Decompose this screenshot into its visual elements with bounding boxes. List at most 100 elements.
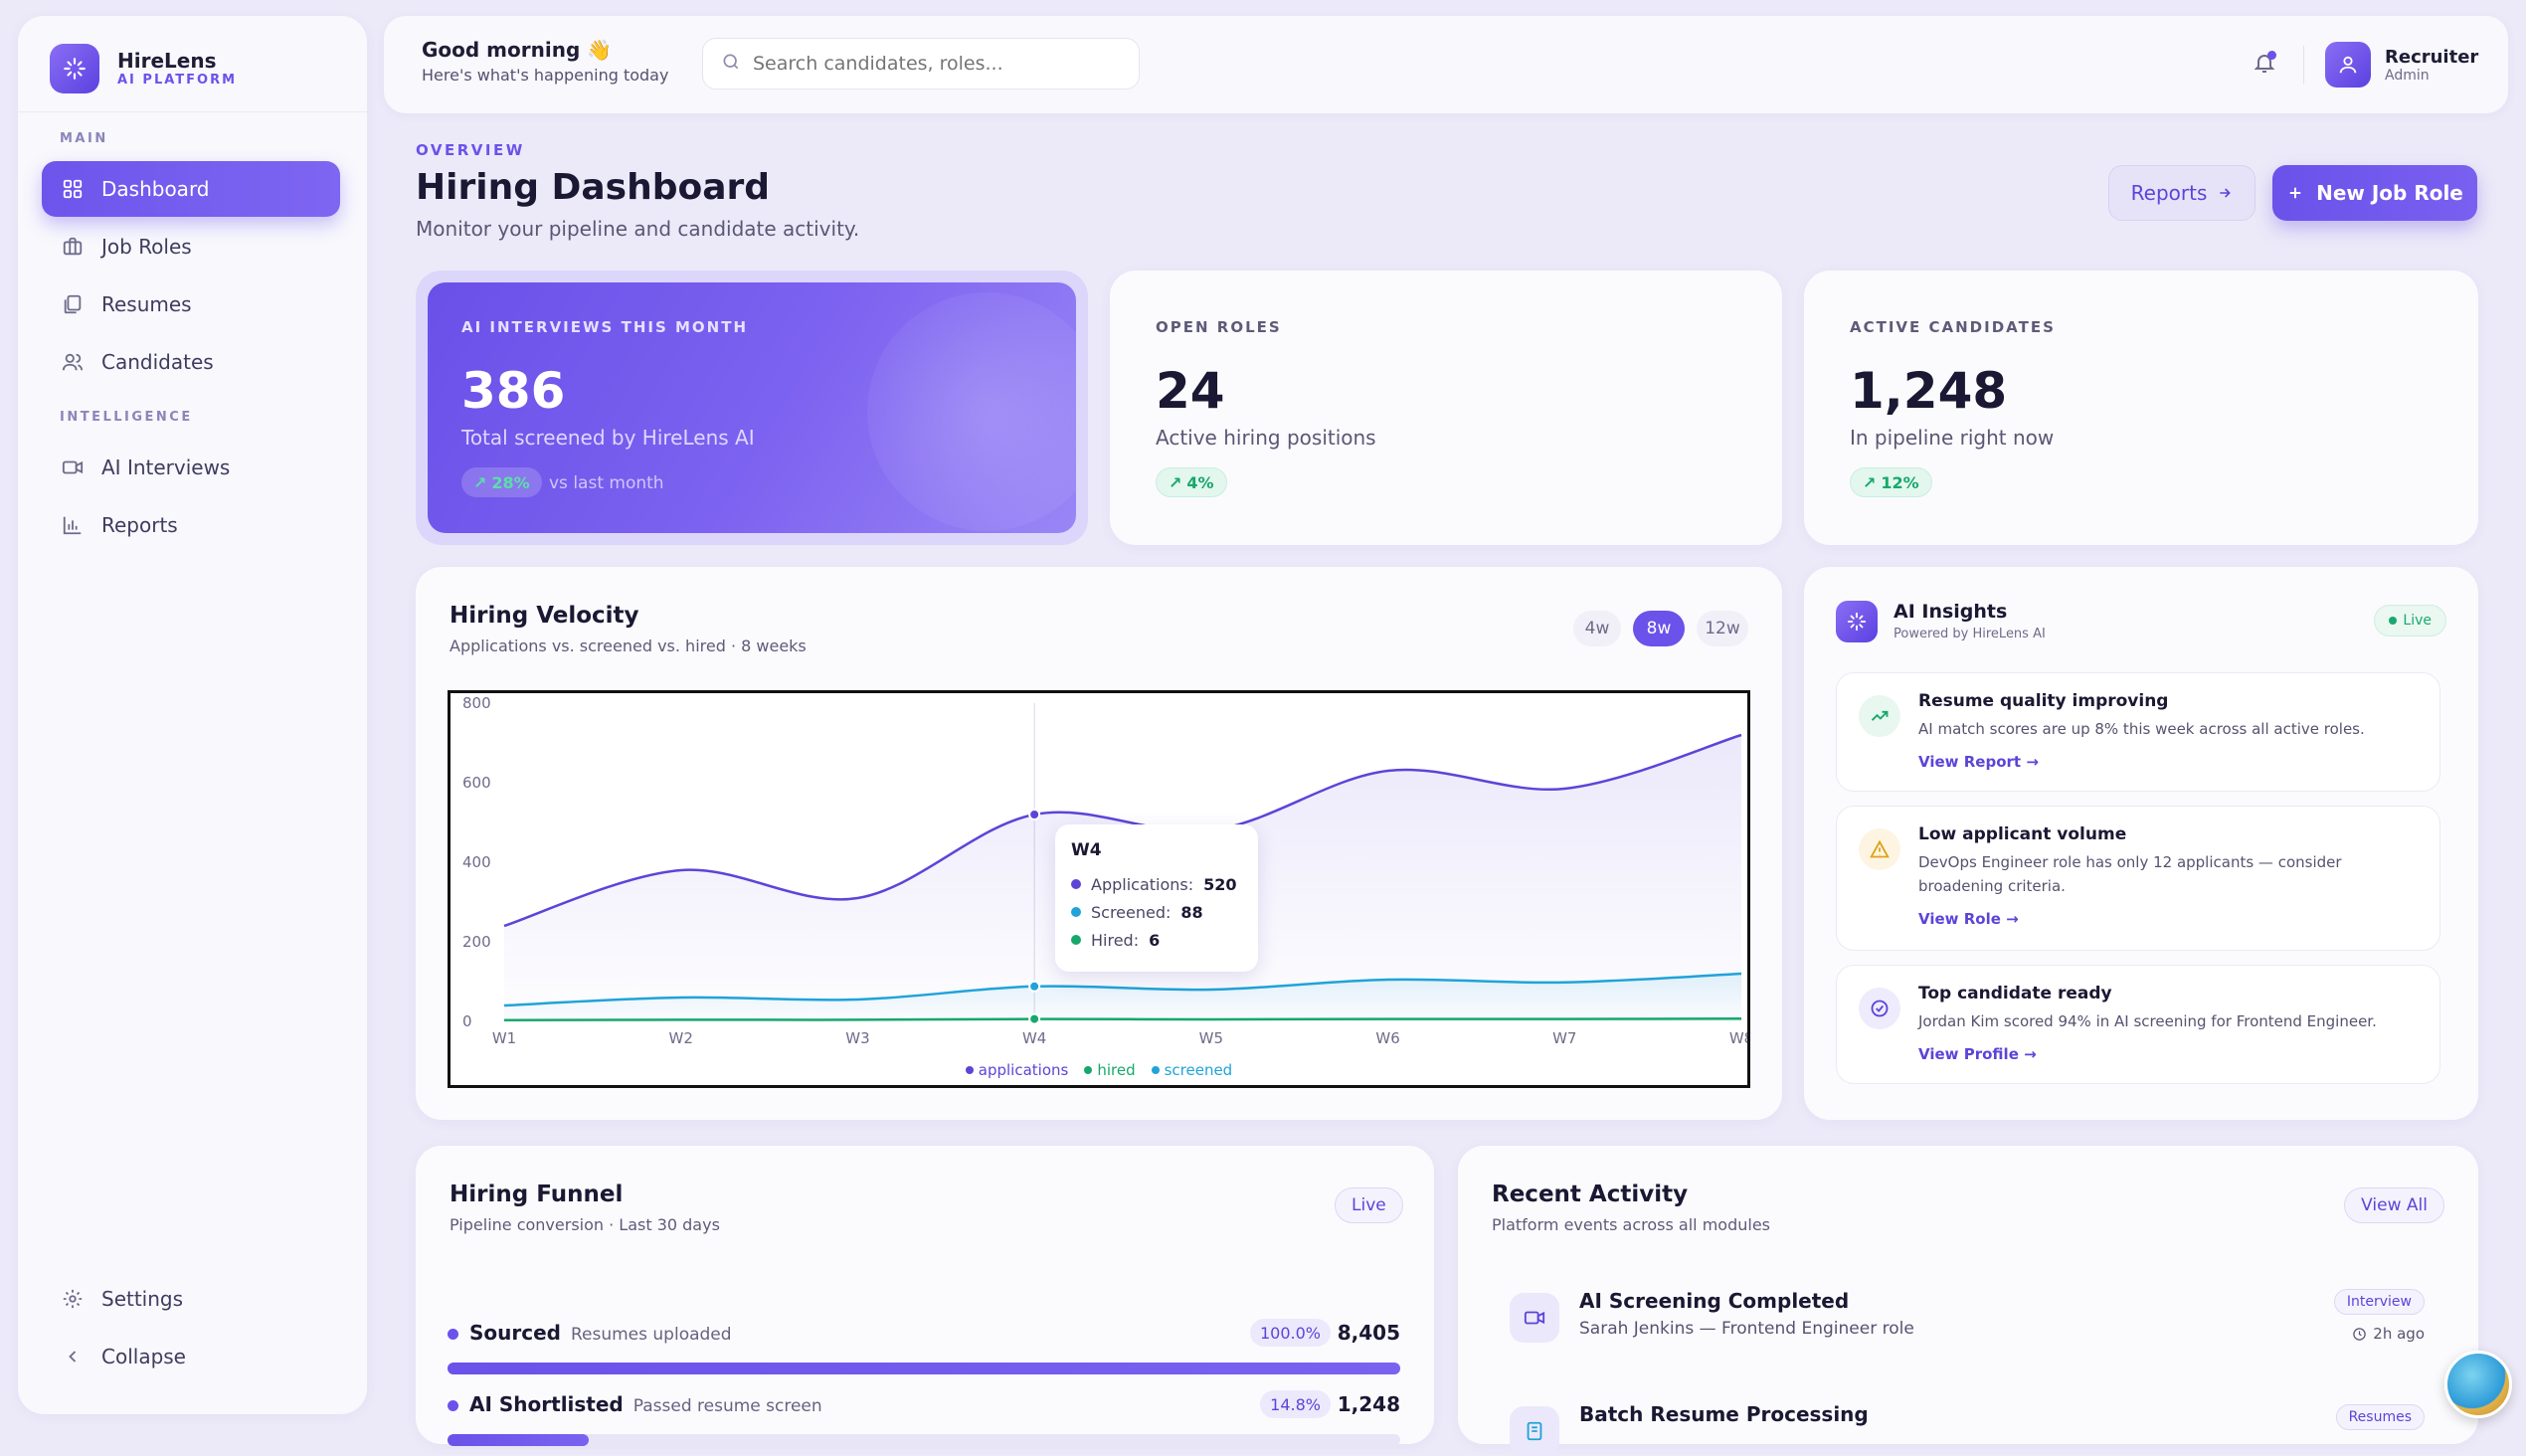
status-dot	[448, 1400, 458, 1411]
sidebar-item-ai-interviews[interactable]: AI Interviews	[42, 440, 340, 495]
user-role: Admin	[2385, 67, 2430, 84]
series-line-applications	[503, 733, 1742, 928]
insight-link-label: View Report	[1918, 753, 2022, 771]
activity-time: 2h ago	[2352, 1325, 2425, 1343]
stat-card-open-roles: OPEN ROLES 24 Active hiring positions ↗ 4…	[1110, 271, 1782, 545]
sparkle-icon	[1836, 601, 1878, 642]
sidebar-item-reports[interactable]: Reports	[42, 497, 340, 553]
hiring-funnel-card: Hiring Funnel Pipeline conversion · Last…	[416, 1146, 1434, 1446]
funnel-percent: 100.0%	[1249, 1319, 1331, 1347]
stat-subtitle: In pipeline right now	[1850, 426, 2055, 450]
chart-legend: applications hired screened	[451, 1061, 1747, 1079]
range-12w-button[interactable]: 12w	[1697, 611, 1748, 646]
arrow-right-icon: →	[2026, 753, 2039, 771]
tooltip-hired-label: Hired:	[1091, 930, 1140, 950]
sidebar-item-label: Collapse	[101, 1345, 186, 1368]
section-title: Recent Activity	[1492, 1182, 1689, 1207]
reports-button[interactable]: Reports	[2108, 165, 2255, 221]
funnel-bar-fill	[448, 1434, 589, 1446]
insight-link-label: View Role	[1918, 910, 2001, 928]
brand[interactable]: HireLens AI PLATFORM	[50, 44, 237, 93]
legend-screened[interactable]: screened	[1151, 1061, 1232, 1079]
tooltip-hired-value: 6	[1149, 930, 1161, 950]
stat-card-active-candidates: ACTIVE CANDIDATES 1,248 In pipeline righ…	[1804, 271, 2478, 545]
new-job-role-button[interactable]: New Job Role	[2272, 165, 2477, 221]
document-icon	[1510, 1406, 1559, 1456]
sidebar-item-job-roles[interactable]: Job Roles	[42, 219, 340, 274]
activity-tag: Resumes	[2335, 1404, 2425, 1430]
x-tick-label: W2	[669, 1029, 693, 1047]
legend-dot	[1071, 907, 1081, 917]
greeting-title: Good morning 👋	[422, 38, 613, 62]
legend-dot	[1071, 879, 1081, 889]
range-8w-button[interactable]: 8w	[1633, 611, 1685, 646]
section-subtitle: Powered by HireLens AI	[1894, 627, 2046, 641]
arrow-right-icon: →	[2024, 1045, 2037, 1063]
x-tick-label: W4	[1022, 1029, 1046, 1047]
search-icon	[721, 52, 741, 76]
tooltip-screened-label: Screened:	[1091, 902, 1172, 922]
sidebar-item-label: Dashboard	[101, 177, 210, 201]
check-circle-icon	[1859, 988, 1900, 1029]
user-menu[interactable]: Recruiter Admin	[2325, 42, 2478, 88]
insight-link[interactable]: View Role →	[1918, 910, 2019, 928]
view-all-button[interactable]: View All	[2344, 1187, 2444, 1223]
funnel-bar-fill	[448, 1363, 1400, 1374]
sidebar-item-label: Settings	[101, 1287, 184, 1311]
sidebar-item-resumes[interactable]: Resumes	[42, 276, 340, 332]
series-area-screened	[504, 974, 1741, 1021]
activity-title: Batch Resume Processing	[1579, 1402, 1869, 1426]
video-icon	[60, 455, 86, 480]
legend-applications[interactable]: applications	[965, 1061, 1069, 1079]
insight-title: Low applicant volume	[1918, 824, 2127, 844]
range-4w-button[interactable]: 4w	[1573, 611, 1621, 646]
greeting: Good morning 👋 Here's what's happening t…	[422, 38, 668, 85]
notifications-button[interactable]	[2248, 48, 2281, 82]
sidebar-item-dashboard[interactable]: Dashboard	[42, 161, 340, 217]
legend-label: applications	[978, 1061, 1069, 1079]
decorative-glow	[867, 292, 1076, 531]
briefcase-icon	[60, 234, 86, 260]
assistant-avatar-icon[interactable]	[2444, 1351, 2512, 1418]
trending-up-icon	[1859, 695, 1900, 737]
stat-subtitle: Total screened by HireLens AI	[461, 426, 755, 450]
document-icon	[60, 291, 86, 317]
reports-button-label: Reports	[2130, 181, 2208, 205]
legend-hired[interactable]: hired	[1084, 1061, 1136, 1079]
sidebar-collapse-button[interactable]: Collapse	[42, 1329, 340, 1384]
insight-item[interactable]: Top candidate ready Jordan Kim scored 94…	[1836, 965, 2440, 1084]
x-tick-label: W5	[1199, 1029, 1223, 1047]
page-subtitle: Monitor your pipeline and candidate acti…	[416, 217, 860, 241]
insight-link[interactable]: View Profile →	[1918, 1045, 2037, 1063]
sidebar-item-settings[interactable]: Settings	[42, 1271, 340, 1327]
sidebar-item-label: Job Roles	[101, 235, 192, 259]
sidebar-item-label: Candidates	[101, 350, 214, 374]
insight-item[interactable]: Resume quality improving AI match scores…	[1836, 672, 2440, 792]
stat-change-value: 12%	[1881, 472, 1919, 492]
stat-label: ACTIVE CANDIDATES	[1850, 318, 2056, 336]
insight-link[interactable]: View Report →	[1918, 753, 2039, 771]
search-input[interactable]	[753, 53, 1111, 75]
arrow-right-icon: →	[2006, 910, 2019, 928]
sidebar-item-candidates[interactable]: Candidates	[42, 334, 340, 390]
user-name: Recruiter	[2385, 46, 2479, 68]
tooltip-applications-value: 520	[1203, 874, 1237, 894]
stat-change-badge: ↗ 28%	[461, 467, 542, 497]
stat-card-ai-interviews: AI INTERVIEWS THIS MONTH 386 Total scree…	[416, 271, 1088, 545]
brand-subtitle: AI PLATFORM	[117, 73, 238, 88]
y-tick-label: 400	[462, 853, 491, 871]
y-tick-label: 0	[462, 1012, 472, 1030]
funnel-bar	[448, 1363, 1400, 1374]
x-tick-label: W3	[845, 1029, 869, 1047]
search-bar[interactable]	[702, 38, 1140, 90]
activity-title: AI Screening Completed	[1579, 1289, 1850, 1313]
sidebar-item-label: AI Interviews	[101, 455, 231, 479]
legend-label: hired	[1097, 1061, 1136, 1079]
stat-change-badge: ↗ 12%	[1850, 467, 1932, 497]
insight-item[interactable]: Low applicant volume DevOps Engineer rol…	[1836, 806, 2440, 951]
stat-label: OPEN ROLES	[1156, 318, 1282, 336]
funnel-value: 8,405	[1337, 1321, 1400, 1345]
plus-icon	[2286, 184, 2304, 202]
clock-icon	[2352, 1327, 2367, 1342]
activity-tag: Interview	[2333, 1289, 2425, 1315]
